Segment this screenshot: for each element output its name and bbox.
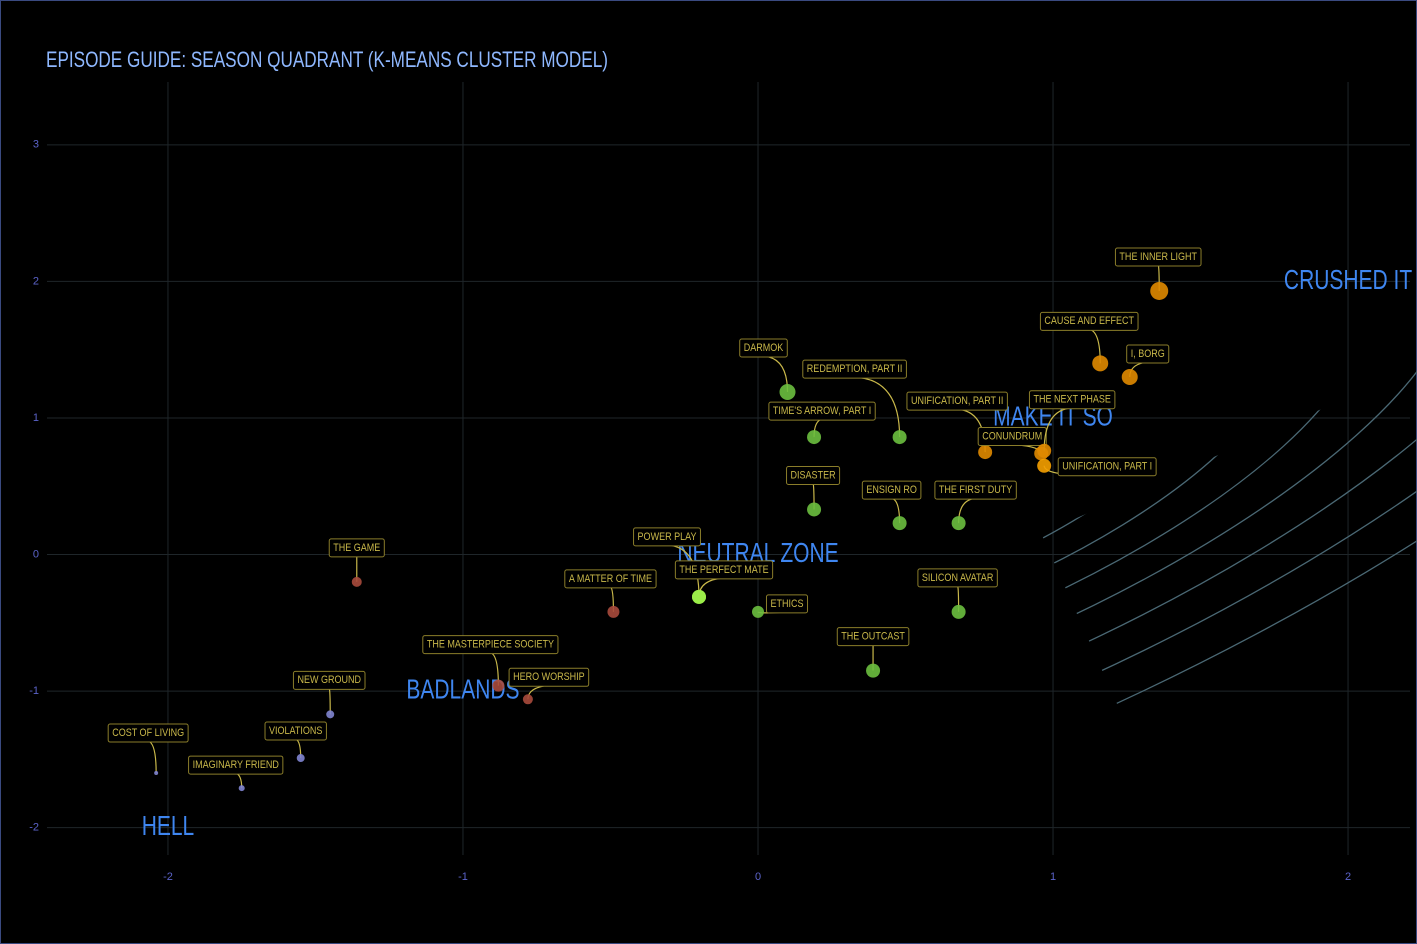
label-box bbox=[508, 667, 590, 687]
point-label: THE GAME bbox=[333, 542, 380, 554]
point bbox=[807, 430, 822, 445]
y-tick-label: -1 bbox=[29, 685, 39, 697]
label-box bbox=[674, 560, 774, 580]
point bbox=[951, 604, 966, 619]
label-box bbox=[188, 755, 284, 775]
point-label: COST OF LIVING bbox=[112, 727, 184, 739]
point-label: THE MASTERPIECE SOCIETY bbox=[427, 639, 554, 651]
point bbox=[522, 694, 533, 705]
label-box bbox=[633, 527, 701, 547]
label-box bbox=[802, 359, 907, 379]
x-tick-label: 1 bbox=[1050, 871, 1056, 883]
point bbox=[892, 516, 907, 531]
point bbox=[752, 605, 765, 618]
point-label: A MATTER OF TIME bbox=[569, 573, 653, 585]
y-tick-label: 3 bbox=[33, 139, 39, 151]
point bbox=[154, 771, 159, 776]
x-tick-label: 2 bbox=[1345, 871, 1351, 883]
point-label: CAUSE AND EFFECT bbox=[1044, 315, 1134, 327]
point bbox=[779, 384, 796, 401]
point bbox=[866, 663, 881, 678]
point-label: I, BORG bbox=[1131, 348, 1165, 360]
point bbox=[951, 516, 966, 531]
label-box bbox=[836, 627, 910, 647]
point-label: DISASTER bbox=[791, 470, 836, 482]
label-box bbox=[768, 401, 876, 421]
label-box bbox=[861, 480, 922, 500]
point bbox=[1092, 355, 1109, 372]
y-tick-label: 2 bbox=[33, 275, 39, 287]
label-box bbox=[1114, 247, 1202, 267]
point bbox=[296, 754, 305, 763]
grid bbox=[47, 82, 1410, 855]
point bbox=[807, 502, 822, 517]
label-box bbox=[917, 568, 998, 588]
point bbox=[326, 710, 335, 719]
point-label: DARMOK bbox=[744, 342, 784, 354]
point-label: HERO WORSHIP bbox=[513, 671, 585, 683]
point-label: SILICON AVATAR bbox=[922, 572, 993, 584]
label-box bbox=[422, 635, 559, 655]
label-box bbox=[1057, 457, 1157, 477]
label-box bbox=[765, 594, 809, 614]
point-label: VIOLATIONS bbox=[269, 725, 323, 737]
point-label: REDEMPTION, PART II bbox=[807, 363, 903, 375]
point bbox=[691, 589, 706, 604]
y-tick-label: -2 bbox=[29, 822, 39, 834]
label-box bbox=[292, 670, 366, 690]
label-box bbox=[264, 721, 327, 741]
point bbox=[492, 679, 505, 692]
y-tick-label: 1 bbox=[33, 412, 39, 424]
point-label: CONUNDRUM bbox=[982, 431, 1042, 443]
point-label: THE INNER LIGHT bbox=[1119, 251, 1197, 263]
label-box bbox=[107, 723, 189, 743]
point bbox=[892, 430, 907, 445]
label-box bbox=[1028, 390, 1116, 410]
label-box bbox=[564, 569, 657, 589]
point bbox=[1037, 443, 1052, 458]
point bbox=[351, 576, 362, 587]
label-box bbox=[1126, 344, 1170, 364]
point bbox=[1150, 281, 1169, 300]
region-label: BADLANDS bbox=[406, 675, 519, 706]
point bbox=[978, 445, 993, 460]
label-box bbox=[1039, 311, 1139, 331]
label-box bbox=[934, 480, 1017, 500]
x-tick-label: -1 bbox=[458, 871, 468, 883]
point-label: THE OUTCAST bbox=[841, 631, 905, 643]
region-label: CRUSHED IT bbox=[1284, 265, 1412, 296]
point-label: UNIFICATION, PART I bbox=[1062, 461, 1152, 473]
point-label: THE NEXT PHASE bbox=[1033, 394, 1111, 406]
x-tick-label: 0 bbox=[755, 871, 761, 883]
point-label: POWER PLAY bbox=[638, 531, 697, 543]
label-box bbox=[786, 465, 841, 485]
point-label: UNIFICATION, PART II bbox=[911, 395, 1003, 407]
point-label: THE FIRST DUTY bbox=[939, 484, 1013, 496]
point bbox=[607, 605, 620, 618]
x-tick-label: -2 bbox=[163, 871, 173, 883]
point-label: THE PERFECT MATE bbox=[679, 564, 769, 576]
point-label: IMAGINARY FRIEND bbox=[193, 759, 279, 771]
point-label: ETHICS bbox=[770, 598, 803, 610]
y-tick-label: 0 bbox=[33, 548, 39, 560]
label-box bbox=[977, 426, 1047, 446]
chart-title: EPISODE GUIDE: SEASON QUADRANT (K-MEANS … bbox=[46, 48, 608, 73]
label-box bbox=[739, 338, 788, 358]
label-box bbox=[906, 391, 1008, 411]
point-label: TIME'S ARROW, PART I bbox=[773, 405, 871, 417]
label-box bbox=[328, 538, 385, 558]
point-label: ENSIGN RO bbox=[866, 484, 917, 496]
region-label: HELL bbox=[142, 811, 195, 842]
point bbox=[238, 785, 245, 792]
point bbox=[1037, 458, 1052, 473]
point bbox=[1121, 368, 1138, 385]
point-label: NEW GROUND bbox=[297, 674, 361, 686]
